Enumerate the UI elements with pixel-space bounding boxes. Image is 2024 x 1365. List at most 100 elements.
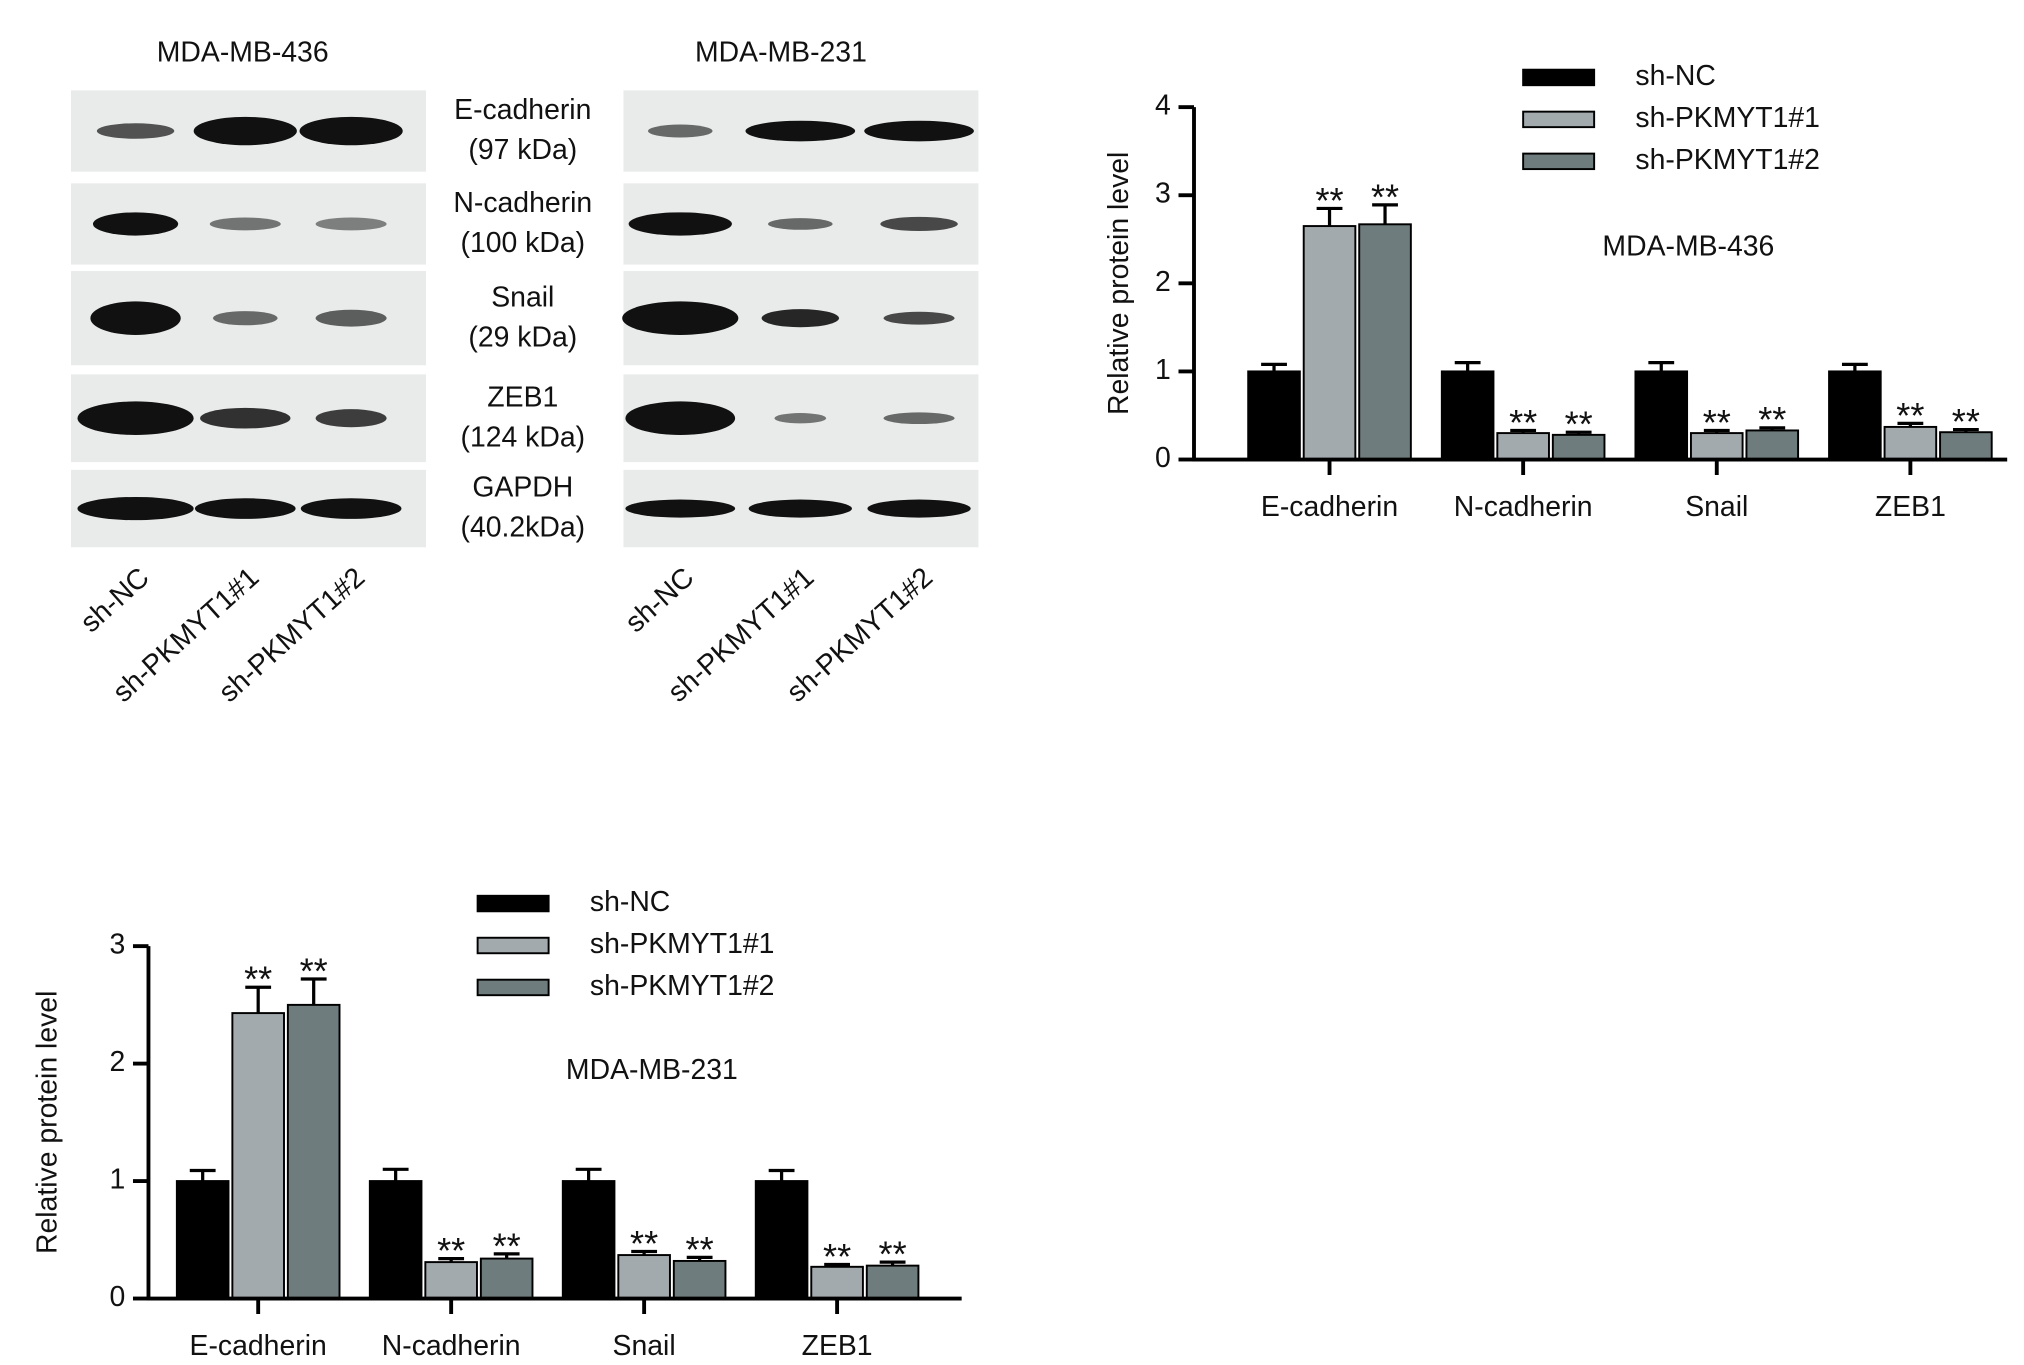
bar [368, 1180, 423, 1300]
bar [424, 1261, 478, 1300]
protein-size: (124 kDa) [460, 421, 585, 453]
error-bar [1316, 206, 1343, 227]
blot-band [200, 407, 291, 429]
blot-band [300, 498, 402, 519]
significance: ** [1896, 395, 1924, 436]
error-bar [1759, 426, 1786, 431]
lane-label: sh-NC [619, 561, 700, 639]
legend-swatch [1522, 152, 1596, 171]
significance: ** [686, 1229, 714, 1270]
x-tick-label: E-cadherin [1261, 491, 1398, 523]
bar [1440, 370, 1495, 461]
x-tick-label: N-cadherin [1454, 491, 1593, 523]
significance: ** [1952, 401, 1980, 442]
bar [1634, 370, 1689, 461]
error-bar [686, 1255, 713, 1261]
legend-swatch [476, 936, 550, 955]
error-bar [382, 1167, 409, 1182]
blot-band [209, 217, 281, 231]
significance: ** [493, 1225, 521, 1266]
error-bar [1372, 203, 1398, 225]
bar [286, 1003, 341, 1300]
blot-band [77, 401, 194, 435]
y-tick-label: 1 [109, 1164, 125, 1196]
chart-subtitle: MDA-MB-231 [566, 1054, 738, 1086]
significance: ** [1509, 402, 1537, 443]
y-tick-label: 3 [109, 929, 125, 961]
legend-swatch [1522, 68, 1596, 87]
bar [754, 1180, 809, 1300]
legend-label: sh-NC [1635, 60, 1715, 92]
x-tick-label: Snail [613, 1330, 676, 1362]
blot-band [880, 216, 958, 232]
error-bar [438, 1256, 465, 1263]
blot-band [92, 212, 179, 236]
blot-band [96, 123, 175, 139]
significance: ** [879, 1233, 907, 1274]
error-bar [575, 1167, 602, 1182]
lane-label: sh-NC [74, 561, 155, 639]
significance: ** [823, 1236, 851, 1277]
error-bar [768, 1168, 795, 1182]
y-tick-label: 0 [1155, 442, 1171, 474]
blot-band [622, 301, 739, 335]
blot-band [315, 217, 387, 231]
x-tick-label: N-cadherin [382, 1330, 521, 1362]
blot-band [625, 499, 736, 518]
error-bar [1261, 362, 1287, 372]
error-bar [1454, 360, 1481, 372]
error-bar [245, 985, 272, 1014]
blot-title: MDA-MB-231 [695, 37, 867, 69]
legend-swatch [476, 978, 550, 997]
blot-band [761, 309, 840, 328]
bar [175, 1180, 230, 1300]
blot-title: MDA-MB-436 [157, 37, 329, 69]
x-tick-label: Snail [1685, 491, 1748, 523]
significance: ** [1565, 404, 1593, 445]
significance: ** [1703, 402, 1731, 443]
blot-band [748, 499, 852, 518]
error-bar [1703, 428, 1730, 434]
error-bar [493, 1252, 520, 1259]
blot-band [648, 124, 713, 138]
significance: ** [244, 959, 272, 1000]
bar [231, 1012, 285, 1300]
blot-band [299, 116, 403, 146]
blot-band [315, 309, 387, 327]
protein-size: (97 kDa) [468, 134, 577, 166]
y-tick-label: 2 [109, 1046, 125, 1078]
blot-band [194, 498, 296, 519]
legend-label: sh-NC [590, 886, 670, 918]
y-tick-label: 0 [109, 1281, 125, 1313]
error-bar [1648, 360, 1675, 372]
bar [672, 1259, 727, 1300]
x-tick-label: ZEB1 [802, 1330, 873, 1362]
error-bar [1565, 430, 1592, 435]
blot-band [213, 311, 278, 326]
bar [1828, 370, 1882, 461]
blot-band [867, 499, 971, 518]
bar [479, 1257, 534, 1300]
legend-label: sh-PKMYT1#1 [590, 928, 775, 960]
error-bar [1897, 421, 1924, 427]
blot-band [77, 496, 194, 521]
blot-band [768, 218, 833, 230]
protein-label: GAPDH [472, 472, 573, 504]
protein-size: (29 kDa) [468, 321, 577, 353]
protein-label: Snail [491, 281, 554, 313]
bar [1939, 431, 1993, 461]
blot-band [625, 401, 736, 435]
error-bar [1841, 362, 1868, 372]
legend-label: sh-PKMYT1#1 [1635, 102, 1820, 134]
y-tick-label: 2 [1155, 266, 1171, 298]
bar [1302, 225, 1357, 461]
error-bar [300, 977, 327, 1005]
significance: ** [1371, 176, 1399, 217]
x-tick-label: ZEB1 [1875, 491, 1946, 523]
protein-size: (40.2kDa) [460, 512, 585, 544]
error-bar [1510, 428, 1537, 434]
significance: ** [1315, 180, 1343, 221]
y-tick-label: 4 [1155, 90, 1171, 122]
x-tick-label: E-cadherin [190, 1330, 327, 1362]
